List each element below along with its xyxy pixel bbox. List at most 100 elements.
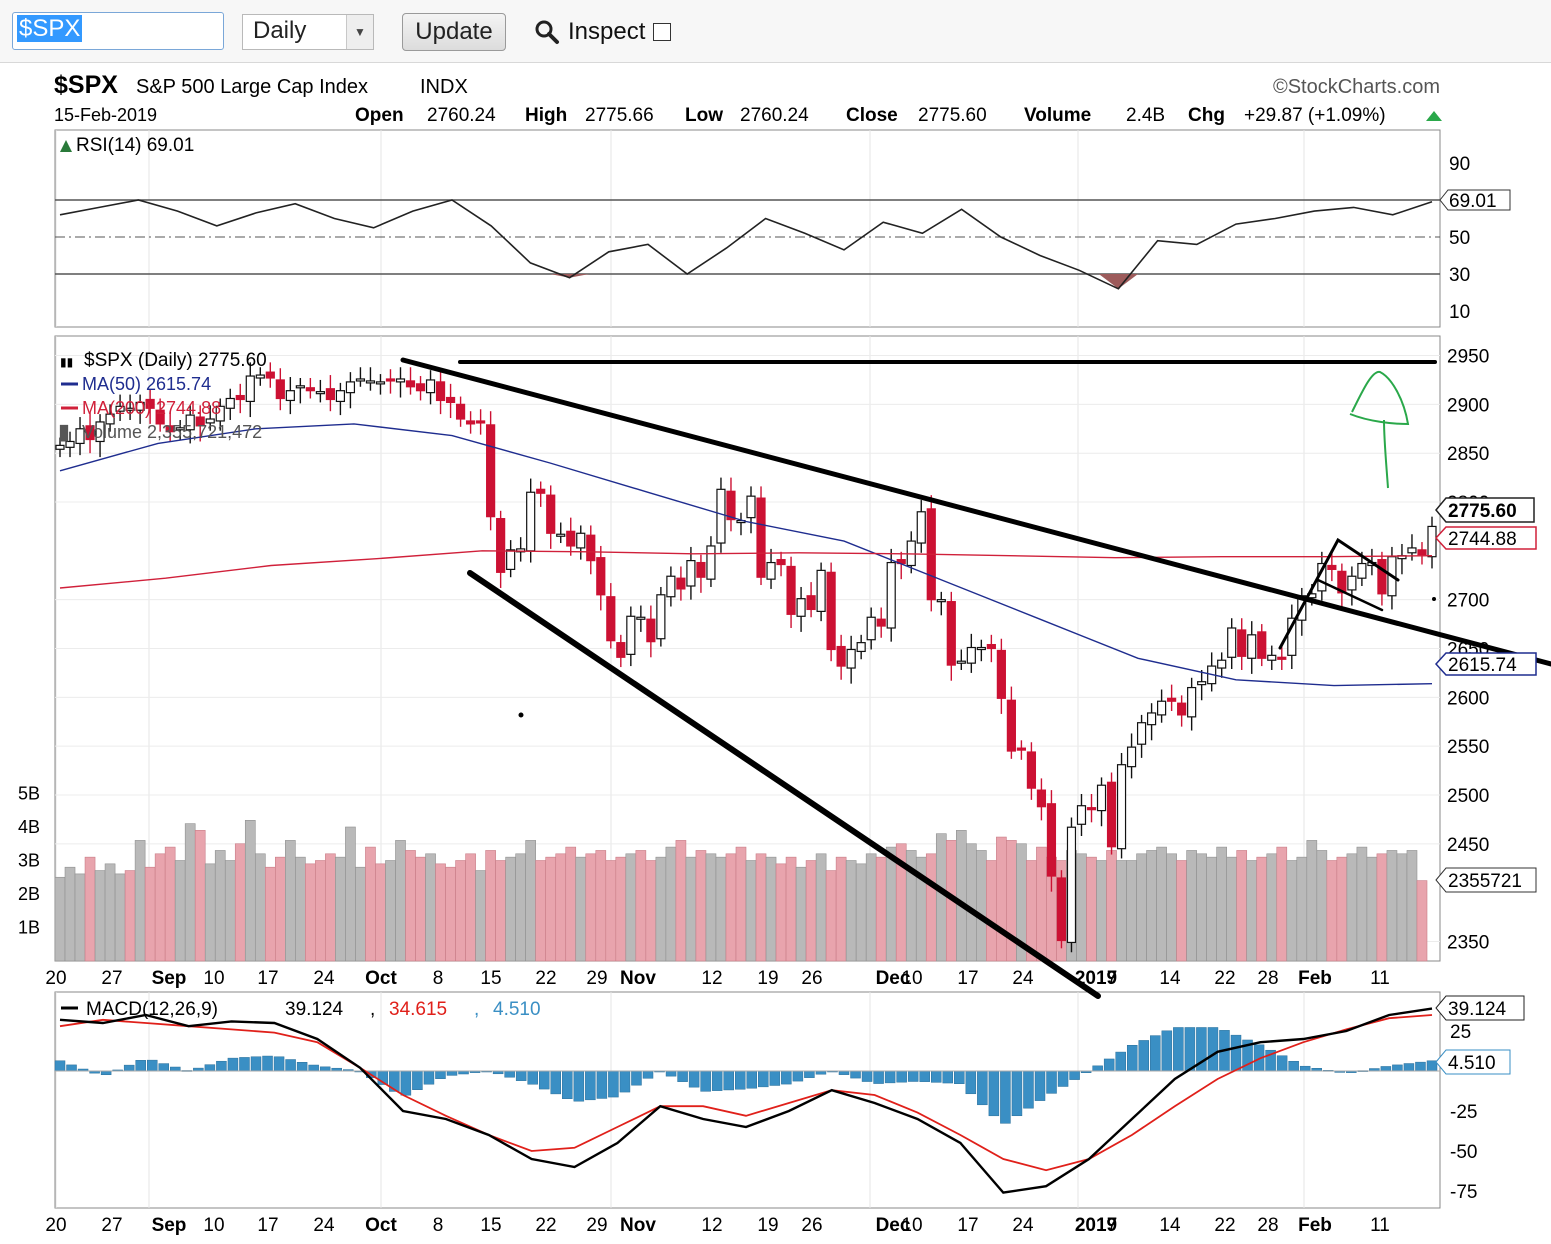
x-axis-label: 11 — [1370, 968, 1390, 989]
candle-body — [225, 397, 235, 409]
update-button[interactable]: Update — [402, 13, 506, 51]
macd-histogram-bar — [873, 1070, 884, 1084]
volume-bar — [214, 850, 226, 962]
symbol-input[interactable]: $SPX — [12, 12, 224, 50]
volume-bar — [1106, 850, 1117, 962]
candle-body — [155, 409, 165, 425]
macd-histogram-bar — [850, 1070, 861, 1079]
macd-histogram-bar — [619, 1070, 631, 1093]
inspect-checkbox[interactable] — [653, 23, 672, 41]
candle-body — [125, 407, 135, 411]
candle-body — [1337, 570, 1347, 594]
volume-bar — [986, 860, 997, 962]
candle-body — [295, 385, 305, 389]
macd-histogram-bar — [504, 1070, 515, 1078]
lower-wedge-line — [467, 570, 1101, 999]
candle-body — [1146, 712, 1157, 726]
candle-body — [726, 490, 736, 521]
candle-body — [165, 425, 175, 433]
candle-body — [1026, 751, 1037, 789]
price-y-axis: 2950290028502800270026502600255025002450… — [1447, 347, 1489, 954]
volume-bar — [375, 863, 386, 962]
ma200-legend-label: MA(200) 2744.88 — [82, 398, 221, 418]
macd-histogram-bar — [1138, 1040, 1150, 1072]
candle-body — [1046, 803, 1057, 877]
symbol-input-value[interactable]: $SPX — [17, 15, 83, 42]
volume-bar — [204, 863, 216, 962]
volume-bar — [114, 873, 126, 962]
candle-body — [1096, 784, 1107, 812]
candle-body — [506, 549, 516, 570]
candle-body — [646, 618, 656, 643]
volume-bar — [1076, 853, 1087, 962]
volume-bar — [515, 853, 526, 962]
ma200-tag-box — [1434, 526, 1537, 550]
candle-body — [1357, 562, 1367, 579]
volume-tick-label: 2B — [18, 884, 40, 904]
macd-histogram-bar — [400, 1070, 412, 1096]
candle-body — [696, 561, 706, 578]
high-label: High — [525, 105, 567, 126]
x-axis-label: 8 — [433, 1215, 444, 1236]
macd-histogram-bar — [734, 1070, 746, 1090]
inspect-toggle[interactable]: Inspect — [534, 14, 672, 50]
volume-bar — [395, 840, 406, 962]
volume-bar — [164, 846, 176, 962]
macd-histogram-bar — [1288, 1060, 1299, 1072]
macd-histogram-bar — [573, 1070, 585, 1102]
ma50-legend-label: MA(50) 2615.74 — [82, 374, 211, 394]
price-tick-label: 2600 — [1447, 688, 1489, 709]
x-axis-label: 10 — [203, 968, 224, 989]
period-select-value[interactable]: Daily — [253, 17, 307, 44]
rsi-legend: RSI(14) 69.01 — [60, 135, 194, 156]
ohlc-summary: Open 2760.24 High 2775.66 Low 2760.24 Cl… — [355, 105, 1386, 126]
volume-bar — [1096, 860, 1107, 962]
volume-bar — [1196, 853, 1207, 962]
candle-body — [1277, 656, 1287, 660]
candle-body — [616, 642, 626, 658]
x-axis-label: 24 — [313, 968, 335, 989]
volume-legend-label: Volume 2,355,721,472 — [82, 422, 262, 442]
macd-histogram-bar — [746, 1070, 758, 1089]
volume-bar — [74, 873, 86, 962]
volume-bar — [174, 860, 186, 962]
volume-bar — [935, 833, 947, 962]
macd-histogram-bar — [907, 1070, 919, 1082]
candle-body — [135, 401, 145, 411]
volume-bar — [565, 846, 577, 962]
candle-body — [145, 398, 155, 409]
chevron-down-icon[interactable]: ▼ — [346, 15, 373, 49]
macd-histogram-bar — [1173, 1027, 1184, 1072]
period-select[interactable]: Daily ▼ — [242, 14, 374, 50]
macd-histogram-bar — [1299, 1065, 1311, 1072]
low-value: 2760.24 — [740, 105, 809, 126]
candle-body — [1227, 627, 1237, 658]
volume-tag-box — [1435, 867, 1537, 893]
macd-histogram-bar — [711, 1070, 723, 1091]
candle-body — [676, 577, 686, 590]
volume-bar — [1206, 856, 1217, 962]
candle-body — [1287, 617, 1297, 656]
volume-bar — [865, 853, 877, 962]
x-axis-label: 10 — [203, 1215, 224, 1236]
candle-body — [866, 616, 876, 641]
volume-bar — [1166, 853, 1177, 962]
macd-histogram-bar — [250, 1056, 262, 1072]
x-axis-label: Sep — [152, 968, 187, 989]
close-tag-box — [1435, 497, 1535, 523]
volume-bar — [976, 850, 987, 962]
candle-body — [1036, 789, 1047, 808]
macd-histogram-bar — [1380, 1066, 1392, 1072]
volume-bar — [264, 866, 276, 962]
volume-bar — [1156, 846, 1167, 962]
candle-body — [1056, 877, 1067, 942]
chg-value: +29.87 (+1.09%) — [1244, 105, 1386, 126]
candle-body — [355, 378, 366, 382]
volume-bar — [585, 853, 597, 962]
candle-body — [105, 413, 115, 425]
candle-body — [1267, 654, 1277, 661]
candle-body — [826, 571, 836, 651]
ma200-tag-text: 2744.88 — [1448, 529, 1517, 550]
candle-body — [706, 545, 716, 580]
